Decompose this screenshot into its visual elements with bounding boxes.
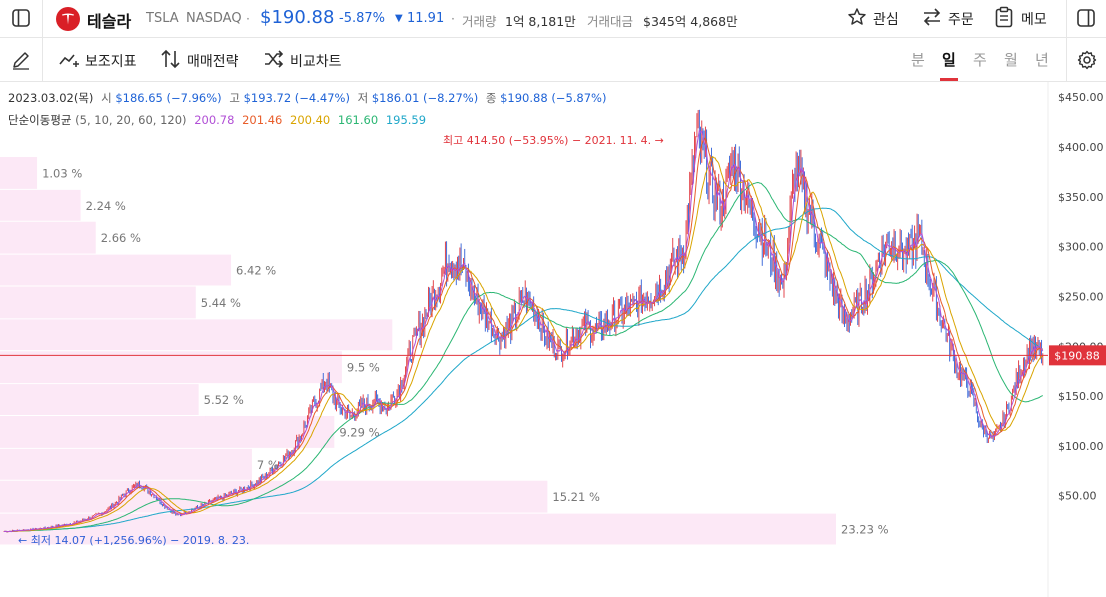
watch-label: 관심 [873,12,899,28]
volume-profile-label: 2.24 % [86,199,126,213]
amount-label: 거래대금 [587,14,634,29]
volume-profile-bar [0,319,393,351]
chart-toolbar: 보조지표 매매전략 비교차트 분 일 주 월 년 [0,38,1106,82]
ma120-line [3,207,1044,533]
close-label: 종 [485,91,497,105]
volume-profile-label: 9.5 % [347,361,380,375]
amount-value: $345억 4,868만 [643,14,738,29]
volume-profile-bar [0,286,196,319]
swap-arrows-icon [923,8,941,26]
current-price-tag-text: $190.88 [1054,349,1100,362]
volume-profile-label: 5.52 % [204,393,244,407]
ma20-value: 200.40 [290,113,331,127]
volume-profile-bar [0,513,836,545]
ma10-value: 201.46 [242,113,283,127]
volume-profile-bar [0,156,38,189]
volume-profile-label: 2.66 % [101,231,141,245]
clipboard-icon [995,6,1013,28]
high-annotation: 최고 414.50 (−53.95%) − 2021. 11. 4. → [443,134,664,147]
pencil-draw-icon[interactable] [11,50,31,70]
ma60-line [3,181,1043,533]
change-amount: 11.91 [407,11,445,26]
ma-params: (5, 10, 20, 60, 120) [75,113,187,127]
y-tick-label: $250.00 [1058,290,1104,303]
memo-label: 메모 [1021,12,1047,28]
tesla-logo-icon [56,7,80,31]
stock-name: 테슬라 [87,12,132,31]
period-week-tab[interactable]: 주 [973,51,987,69]
ma20-line [3,155,1043,533]
volume-profile-label: 15.21 % [552,490,600,504]
right-panel-toggle-icon[interactable] [1077,9,1095,27]
ma120-value: 195.59 [385,113,427,127]
high-label: 고 [229,91,240,105]
sort-arrows-icon [161,49,180,69]
y-tick-label: $150.00 [1058,390,1104,403]
volume-label: 거래량 [462,14,497,29]
volume-profile-bar [0,189,81,221]
shuffle-icon [265,50,284,68]
volume-profile-bar [0,254,232,286]
volume-profile-bar [0,351,342,384]
volume-profile-label: 23.23 % [841,523,889,537]
volume-value: 1억 8,181만 [505,14,576,29]
volume-profile-bar [0,221,96,254]
volume-profile-bar [0,448,252,480]
ma-label: 단순이동평균 [8,113,72,127]
exchange-name: NASDAQ [186,11,242,26]
current-price: $190.88 [260,7,335,28]
period-month-tab[interactable]: 월 [1004,51,1018,69]
volume-profile-bar [0,415,335,448]
low-value: $186.01 (−8.27%) [371,91,479,105]
current-price-tag [1049,345,1106,366]
ohlc-date: 2023.03.02(목) [8,91,94,105]
ma60-value: 161.60 [337,113,379,127]
star-icon [848,8,866,25]
period-minute-tab[interactable]: 분 [911,51,925,69]
low-label: 저 [357,91,369,105]
y-tick-label: $100.00 [1058,440,1104,453]
ticker-symbol: TSLA [146,11,179,26]
ma10-line [3,136,1043,533]
volume-profile-bar [0,480,548,513]
indicator-label: 보조지표 [85,54,137,70]
ohlc-info: 2023.03.02(목) 시 $186.65 (−7.96%) 고 $193.… [8,90,606,106]
change-percent: -5.87% [339,11,385,26]
high-value: $193.72 (−4.47%) [243,91,350,105]
open-label: 시 [101,91,112,105]
order-label: 주문 [948,12,974,28]
y-tick-label: $300.00 [1058,241,1104,254]
period-day-tab[interactable]: 일 [942,51,956,69]
y-tick-label: $50.00 [1058,490,1097,503]
volume-profile-label: 5.44 % [201,296,241,310]
y-tick-label: $450.00 [1058,91,1104,104]
volume-profile-bar [0,384,199,415]
period-year-tab[interactable]: 년 [1035,51,1049,69]
indicator-add-icon [59,54,79,67]
volume-profile-label: 9.29 % [339,425,379,439]
dot-separator: · [246,11,250,26]
volume-profile-label: 7 % [257,458,279,472]
settings-gear-icon[interactable] [1077,50,1097,70]
low-annotation: ← 최저 14.07 (+1,256.96%) − 2019. 8. 23. [18,534,249,547]
change-down-icon: ▼ [395,13,403,24]
ma-info[interactable]: 단순이동평균 (5, 10, 20, 60, 120) 200.78 201.4… [8,112,426,128]
dot-separator: · [451,11,455,26]
ma5-line [3,129,1044,533]
compare-label: 비교차트 [290,54,342,70]
active-period-underline [940,78,958,81]
y-tick-label: $350.00 [1058,191,1104,204]
ma5-value: 200.78 [194,113,235,127]
y-tick-label: $400.00 [1058,141,1104,154]
volume-profile-label: 1.03 % [42,166,82,180]
volume-profile-label: 6.42 % [236,264,276,278]
close-value: $190.88 (−5.87%) [500,91,607,105]
stock-header: 테슬라 TSLA NASDAQ · $190.88 -5.87% ▼ 11.91… [0,0,1106,38]
strategy-label: 매매전략 [187,54,239,70]
open-value: $186.65 (−7.96%) [115,91,222,105]
sidebar-toggle-icon[interactable] [12,9,30,27]
price-chart[interactable]: $450.00$400.00$350.00$300.00$250.00$200.… [0,82,1106,597]
